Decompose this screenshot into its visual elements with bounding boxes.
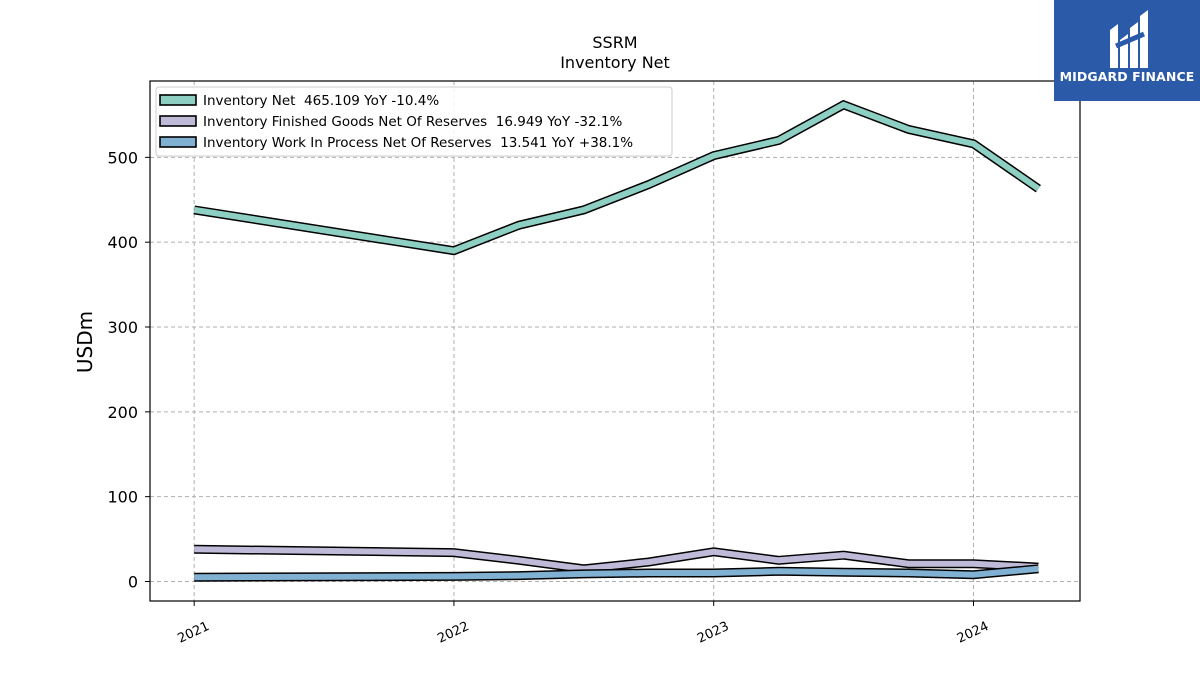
- grid: [150, 81, 1080, 601]
- legend-swatch: [159, 136, 197, 148]
- series-line-2: [194, 546, 1039, 572]
- legend-entry-label: Inventory Finished Goods Net Of Reserves…: [203, 114, 622, 130]
- x-tick-label: 2023: [695, 619, 731, 647]
- y-axis-label: USDm: [73, 311, 97, 373]
- series-lines: [193, 99, 1041, 582]
- legend-swatch: [159, 94, 197, 106]
- y-tick-label: 300: [107, 318, 138, 337]
- chart-subtitle: Inventory Net: [560, 53, 670, 72]
- x-tick-label: 2024: [955, 619, 991, 647]
- logo-mark-icon: [1110, 10, 1148, 68]
- legend-entry-label: Inventory Work In Process Net Of Reserve…: [203, 135, 633, 151]
- y-tick-label: 200: [107, 403, 138, 422]
- legend-box: [155, 86, 673, 157]
- legend-entry-label: Inventory Net 465.109 YoY -10.4%: [203, 93, 439, 109]
- chart-title: SSRM: [592, 33, 637, 52]
- x-tick-label: 2021: [176, 619, 212, 647]
- legend: Inventory Net 465.109 YoY -10.4% Inventor…: [155, 86, 673, 157]
- logo-text: MIDGARD FINANCE: [1059, 69, 1195, 84]
- y-tick-label: 100: [107, 488, 138, 507]
- legend-swatch: [159, 115, 197, 127]
- x-tick-label: 2022: [435, 619, 471, 647]
- series-line-3: [194, 565, 1039, 581]
- series-line-1: [193, 101, 1041, 254]
- plot-area-frame: [149, 80, 1081, 602]
- y-tick-label: 0: [128, 572, 138, 591]
- brand-logo: MIDGARD FINANCE: [1054, 0, 1200, 101]
- y-tick-label: 500: [107, 148, 138, 167]
- y-tick-label: 400: [107, 233, 138, 252]
